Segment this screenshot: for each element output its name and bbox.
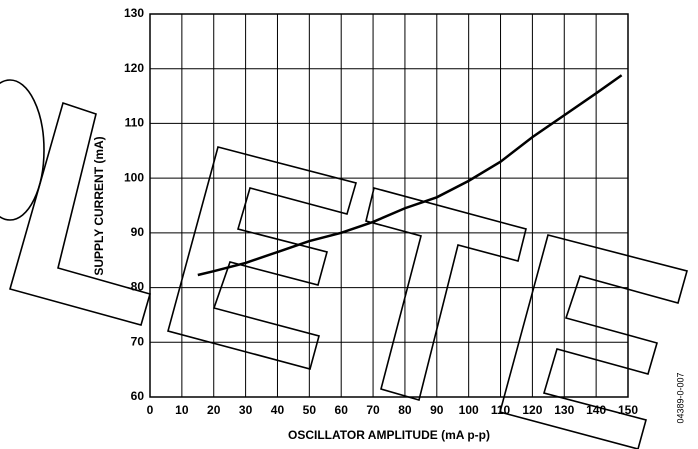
watermark <box>0 79 688 449</box>
x-tick-label: 110 <box>491 403 511 417</box>
x-tick-label: 60 <box>335 403 349 417</box>
watermark-o <box>0 79 45 221</box>
y-tick-label: 60 <box>131 389 145 403</box>
y-tick-label: 90 <box>131 225 145 239</box>
x-tick-label: 20 <box>207 403 221 417</box>
x-tick-label: 120 <box>522 403 542 417</box>
x-tick-label: 90 <box>430 403 444 417</box>
watermark-e <box>167 146 357 370</box>
x-tick-label: 140 <box>586 403 606 417</box>
data-line <box>197 74 623 277</box>
x-tick-label: 30 <box>239 403 253 417</box>
x-tick-label: 70 <box>366 403 380 417</box>
x-tick-label: 150 <box>618 403 638 417</box>
x-tick-label: 130 <box>554 403 574 417</box>
watermark-l <box>9 101 151 326</box>
y-tick-label: 70 <box>131 334 145 348</box>
y-tick-label: 100 <box>124 170 144 184</box>
y-tick-label: 130 <box>124 6 144 20</box>
plot-frame <box>149 13 629 398</box>
x-tick-label: 100 <box>459 403 479 417</box>
y-tick-label: 80 <box>131 280 145 294</box>
figure-id: 04389-0-007 <box>675 372 685 423</box>
watermark-e2 <box>499 234 688 449</box>
y-tick-label: 120 <box>124 61 144 75</box>
watermark-t <box>365 187 527 401</box>
x-tick-label: 50 <box>303 403 317 417</box>
y-tick-label: 110 <box>125 116 145 130</box>
x-tick-label: 0 <box>147 403 154 417</box>
x-axis-label: OSCILLATOR AMPLITUDE (mA p-p) <box>288 428 490 442</box>
y-axis-label: SUPPLY CURRENT (mA) <box>92 136 106 275</box>
x-tick-label: 10 <box>175 403 189 417</box>
x-tick-label: 80 <box>398 403 412 417</box>
x-tick-label: 40 <box>271 403 285 417</box>
